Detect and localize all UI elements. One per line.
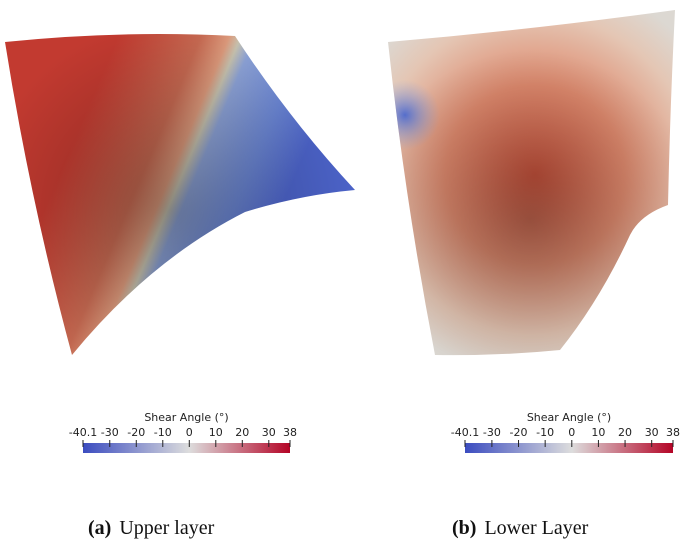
tick-label: -40.1 [451,426,479,439]
caption-text: Upper layer [119,517,214,539]
tick-label: -20 [510,426,528,439]
colorbar [465,443,673,453]
colorbar-title: Shear Angle (°) [527,411,611,424]
tick-label: -40.1 [69,426,97,439]
colorbar-title: Shear Angle (°) [144,411,228,424]
tick-label: 30 [645,426,659,439]
tick-label: -20 [127,426,145,439]
caption-label: (b) [452,517,476,539]
surface-upper [5,34,355,355]
caption: (a) Upper layer [88,517,215,539]
colorbar [83,443,290,453]
caption: (b) Lower Layer [452,517,589,539]
tick-label: 10 [209,426,223,439]
tick-label: 0 [568,426,575,439]
caption-label: (a) [88,517,111,539]
tick-label: -10 [536,426,554,439]
tick-label: -30 [101,426,119,439]
tick-label: 30 [262,426,276,439]
tick-label: 38 [283,426,297,439]
tick-label: 20 [618,426,632,439]
tick-label: 0 [186,426,193,439]
surface-lower [388,10,675,356]
caption-text: Lower Layer [484,517,588,539]
tick-label: -30 [483,426,501,439]
tick-label: 38 [666,426,680,439]
tick-label: 10 [591,426,605,439]
tick-label: -10 [154,426,172,439]
tick-label: 20 [235,426,249,439]
